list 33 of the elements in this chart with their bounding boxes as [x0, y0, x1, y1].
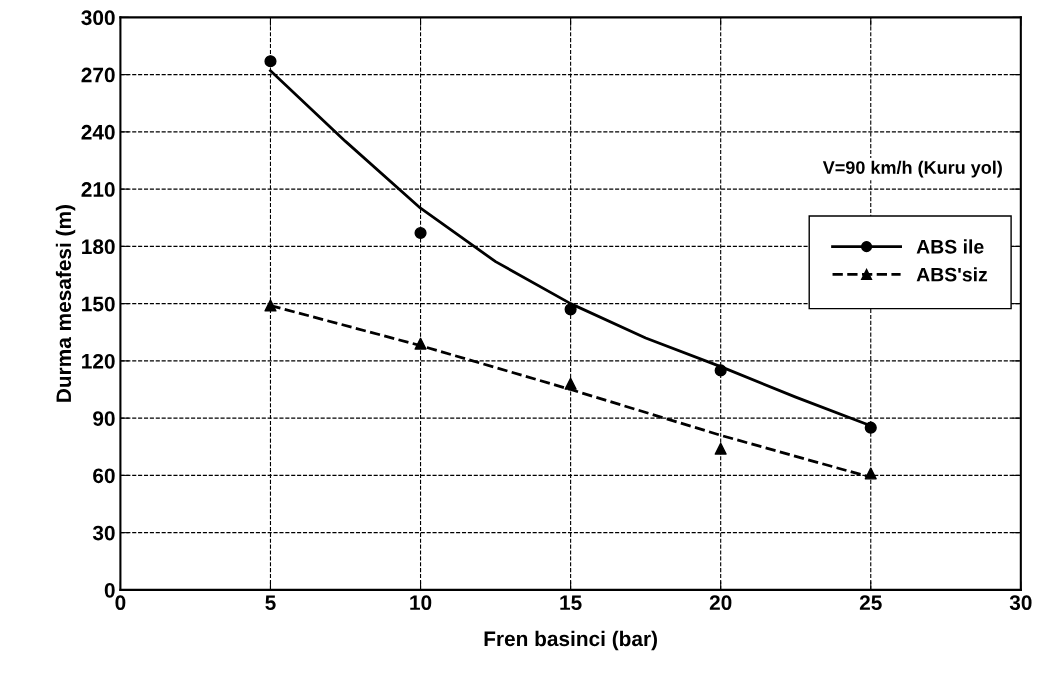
point [564, 303, 577, 316]
x-tick-label: 5 [265, 595, 276, 611]
x-tick-label: 0 [115, 595, 126, 611]
legend-label: ABS'siz [916, 267, 988, 282]
x-tick-label: 10 [410, 595, 432, 611]
point [714, 442, 727, 455]
y-tick-label: 120 [82, 353, 115, 369]
y-tick-label: 240 [81, 124, 115, 140]
y-tick-label: 150 [82, 296, 115, 312]
point [864, 421, 877, 434]
y-tick-label: 300 [81, 10, 115, 26]
x-axis-title: Fren basinci (bar) [484, 630, 657, 651]
y-tick-label: 270 [81, 67, 115, 83]
x-tick-label: 25 [859, 595, 882, 611]
y-tick-label: 180 [82, 239, 115, 255]
point [414, 337, 427, 350]
y-tick-label: 0 [104, 582, 115, 598]
point [714, 364, 727, 377]
legend-label: ABS ile [916, 239, 984, 254]
x-tick-label: 20 [709, 595, 732, 611]
x-tick-label: 15 [560, 595, 582, 611]
x-tick-label: 30 [1009, 595, 1032, 611]
point [564, 377, 577, 390]
y-tick-label: 210 [81, 182, 115, 197]
y-tick-label: 60 [93, 468, 115, 484]
y-axis-title: Durma mesafesi (m) [55, 205, 76, 402]
annotation: V=90 km/h (Kuru yol) [822, 160, 1002, 178]
point [414, 226, 427, 240]
point [264, 55, 277, 68]
point [864, 467, 877, 480]
y-tick-label: 30 [92, 525, 115, 541]
point [264, 299, 277, 312]
y-tick-label: 90 [93, 411, 115, 426]
